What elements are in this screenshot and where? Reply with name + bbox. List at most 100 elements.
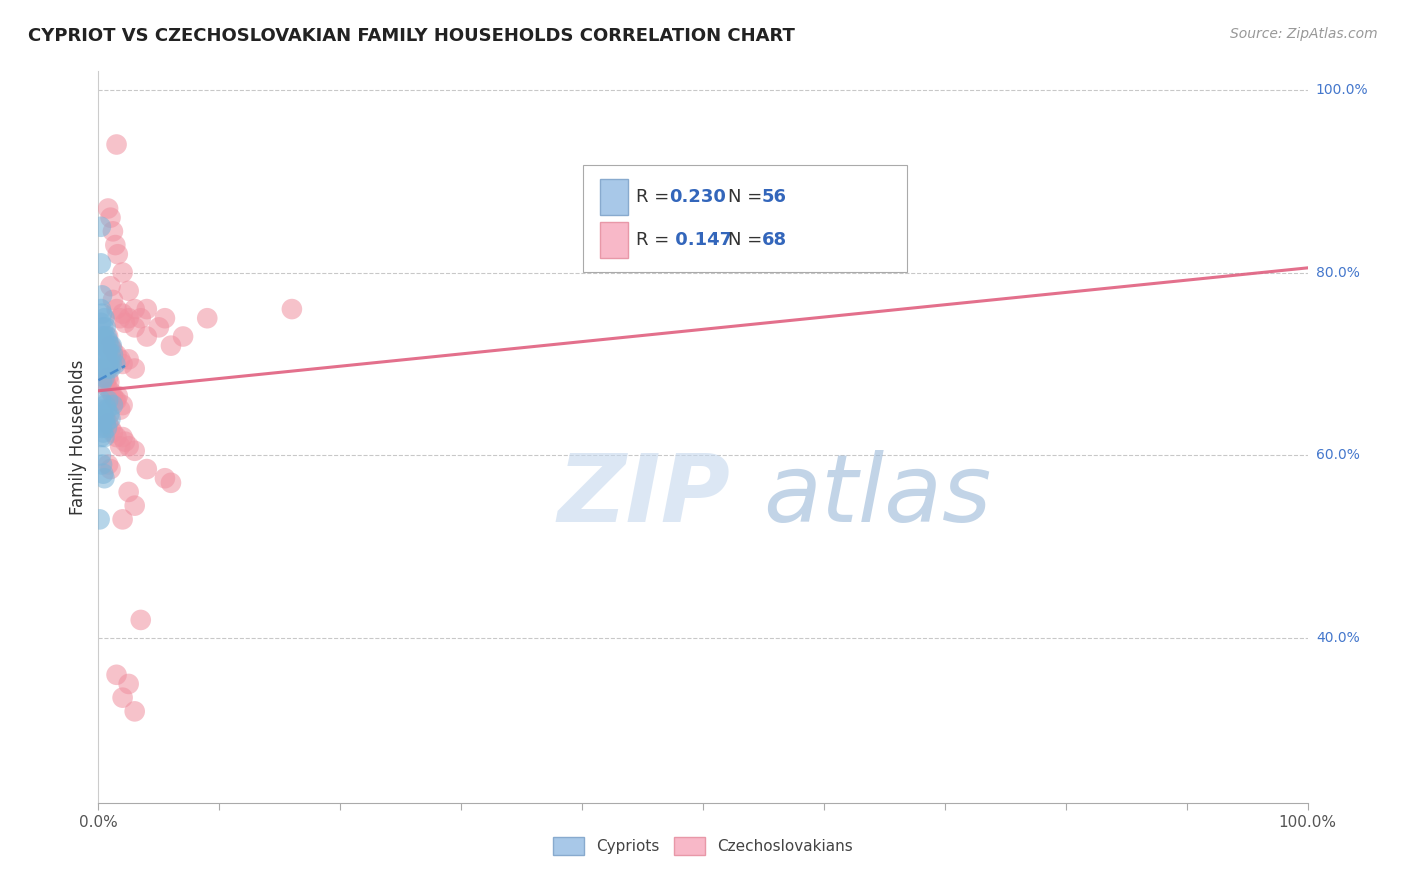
Point — [90, 316, 112, 330]
Point — [94, 376, 117, 390]
Point — [104, 393, 127, 408]
Point — [91, 407, 114, 421]
Point — [91, 307, 114, 321]
Point — [91, 338, 114, 352]
Point — [114, 316, 136, 330]
Point — [97, 343, 120, 358]
Point — [153, 311, 176, 326]
Point — [135, 301, 157, 317]
Point — [111, 357, 134, 371]
Point — [91, 376, 114, 390]
Point — [93, 361, 115, 376]
Point — [98, 407, 121, 421]
Text: N =: N = — [728, 188, 768, 206]
Point — [101, 398, 124, 412]
Text: CYPRIOT VS CZECHOSLOVAKIAN FAMILY HOUSEHOLDS CORRELATION CHART: CYPRIOT VS CZECHOSLOVAKIAN FAMILY HOUSEH… — [28, 27, 794, 45]
Point — [118, 311, 141, 326]
Point — [91, 320, 114, 334]
Point — [93, 412, 115, 426]
Point — [91, 402, 114, 417]
Point — [90, 412, 112, 426]
Point — [91, 288, 114, 302]
Point — [111, 266, 134, 280]
Text: 68: 68 — [762, 231, 787, 249]
Point — [97, 361, 120, 376]
Point — [93, 329, 115, 343]
Point — [90, 219, 112, 234]
Point — [93, 311, 115, 326]
Point — [90, 449, 112, 463]
Point — [135, 462, 157, 476]
Point — [100, 384, 122, 399]
Point — [100, 357, 122, 371]
Point — [91, 425, 114, 440]
Point — [111, 690, 134, 705]
Point — [96, 329, 118, 343]
Text: 80.0%: 80.0% — [1316, 266, 1360, 279]
Point — [105, 667, 128, 682]
Point — [104, 238, 127, 252]
Point — [97, 329, 120, 343]
Text: 40.0%: 40.0% — [1316, 632, 1360, 645]
Point — [118, 485, 141, 500]
Point — [100, 338, 122, 352]
Point — [98, 376, 121, 390]
Point — [93, 348, 115, 362]
Point — [91, 329, 114, 343]
Point — [100, 211, 122, 225]
Point — [124, 499, 146, 513]
Point — [124, 301, 146, 317]
Text: R =: R = — [636, 231, 675, 249]
Point — [108, 352, 131, 367]
Text: atlas: atlas — [763, 450, 991, 541]
Point — [98, 357, 121, 371]
Point — [118, 352, 141, 367]
Text: 100.0%: 100.0% — [1316, 83, 1368, 96]
Point — [97, 417, 120, 431]
Point — [100, 279, 122, 293]
Point — [129, 311, 152, 326]
Point — [148, 320, 170, 334]
Point — [124, 361, 146, 376]
Point — [90, 430, 112, 444]
Point — [101, 293, 124, 307]
Text: 0.230: 0.230 — [669, 188, 725, 206]
Point — [124, 320, 146, 334]
Point — [97, 458, 120, 472]
Point — [104, 357, 127, 371]
Point — [96, 421, 118, 435]
Point — [108, 439, 131, 453]
Point — [160, 338, 183, 352]
Text: N =: N = — [728, 231, 768, 249]
Point — [281, 301, 304, 317]
Point — [101, 224, 124, 238]
Point — [96, 380, 118, 394]
Legend: Cypriots, Czechoslovakians: Cypriots, Czechoslovakians — [547, 831, 859, 861]
Point — [124, 705, 146, 719]
Point — [100, 338, 122, 352]
Text: 60.0%: 60.0% — [1316, 449, 1360, 462]
Text: 56: 56 — [762, 188, 787, 206]
Point — [91, 348, 114, 362]
Point — [101, 343, 124, 358]
Point — [101, 389, 124, 403]
Point — [172, 329, 194, 343]
Point — [160, 475, 183, 490]
Point — [107, 389, 129, 403]
Point — [90, 338, 112, 352]
Point — [195, 311, 218, 326]
Point — [91, 361, 114, 376]
Point — [94, 338, 117, 352]
Point — [89, 512, 111, 526]
Point — [97, 202, 120, 216]
Point — [94, 412, 117, 426]
Point — [94, 320, 117, 334]
Point — [94, 357, 117, 371]
Point — [93, 471, 115, 485]
Point — [90, 301, 112, 317]
Point — [105, 348, 128, 362]
Point — [100, 462, 122, 476]
Point — [90, 393, 112, 408]
Point — [105, 393, 128, 408]
Point — [101, 348, 124, 362]
